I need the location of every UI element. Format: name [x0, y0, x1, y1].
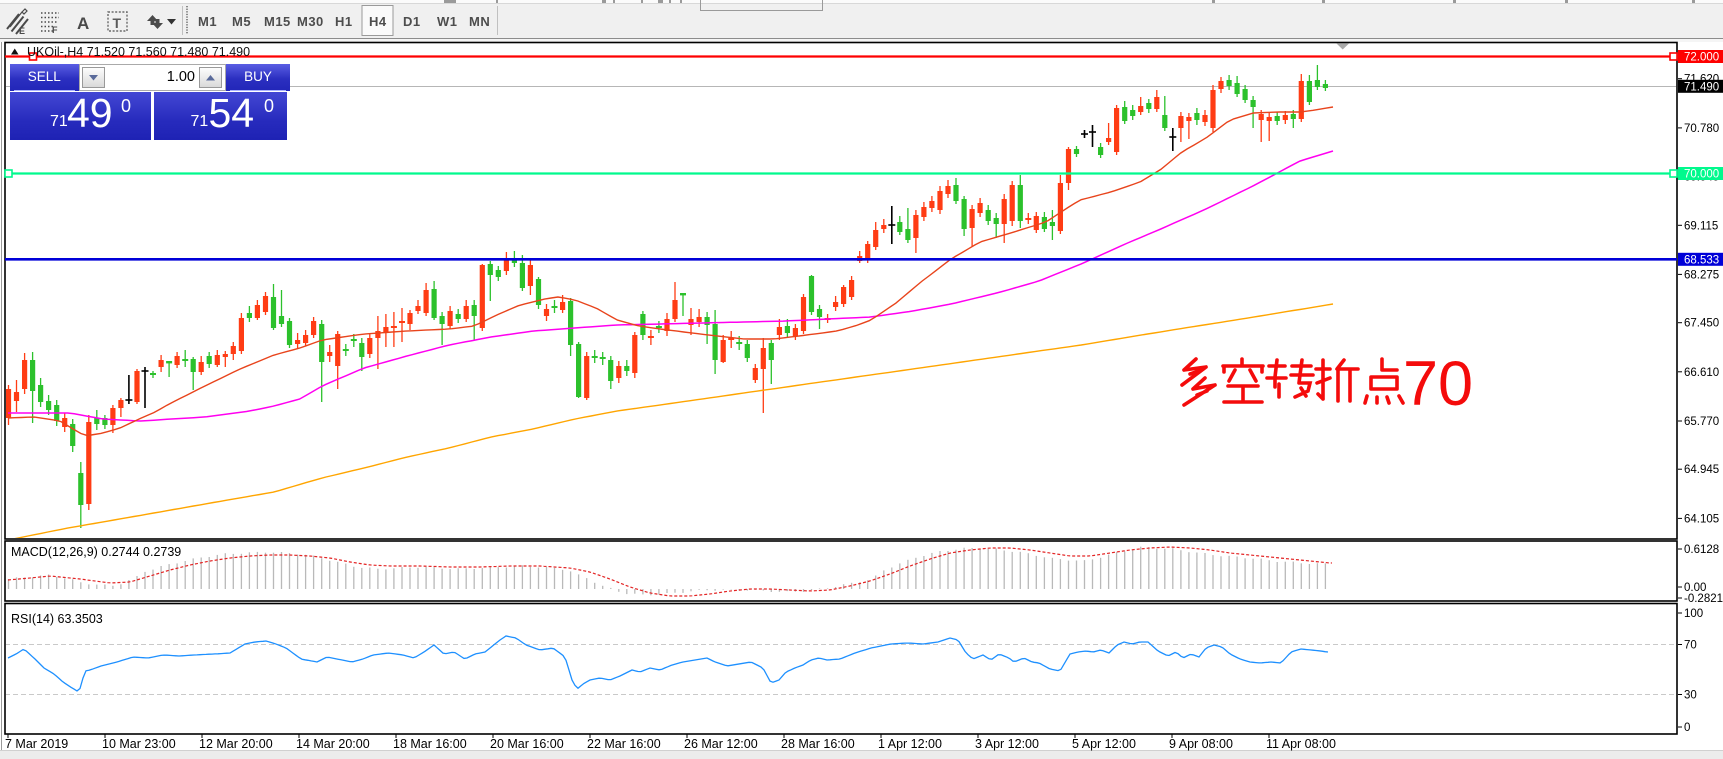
svg-text:22 Mar 16:00: 22 Mar 16:00 [587, 737, 661, 751]
svg-text:20 Mar 16:00: 20 Mar 16:00 [490, 737, 564, 751]
svg-text:69.115: 69.115 [1684, 220, 1718, 232]
svg-text:67.450: 67.450 [1684, 318, 1719, 330]
svg-text:30: 30 [1684, 690, 1697, 702]
svg-text:66.610: 66.610 [1684, 367, 1719, 379]
svg-text:14 Mar 20:00: 14 Mar 20:00 [296, 737, 370, 751]
svg-text:T: T [113, 15, 122, 31]
svg-text:28 Mar 16:00: 28 Mar 16:00 [781, 737, 855, 751]
svg-text:5 Apr 12:00: 5 Apr 12:00 [1072, 737, 1136, 751]
svg-text:72.000: 72.000 [1684, 52, 1719, 64]
svg-text:70.000: 70.000 [1684, 169, 1719, 181]
svg-text:68.275: 68.275 [1684, 269, 1719, 281]
svg-text:12 Mar 20:00: 12 Mar 20:00 [199, 737, 273, 751]
svg-text:3 Apr 12:00: 3 Apr 12:00 [975, 737, 1039, 751]
svg-text:70: 70 [1403, 349, 1473, 419]
svg-text:10 Mar 23:00: 10 Mar 23:00 [102, 737, 176, 751]
svg-text:0.00: 0.00 [1684, 582, 1706, 594]
svg-text:70: 70 [1684, 640, 1697, 652]
svg-text:68.533: 68.533 [1684, 254, 1719, 266]
svg-text:E: E [19, 26, 25, 36]
svg-text:A: A [77, 14, 89, 33]
svg-text:65.770: 65.770 [1684, 416, 1719, 428]
svg-text:0: 0 [1684, 722, 1690, 734]
svg-text:1 Apr 12:00: 1 Apr 12:00 [878, 737, 942, 751]
svg-text:64.945: 64.945 [1684, 464, 1719, 476]
svg-text:70.780: 70.780 [1684, 123, 1719, 135]
svg-text:7 Mar 2019: 7 Mar 2019 [5, 737, 68, 751]
svg-text:RSI(14) 63.3503: RSI(14) 63.3503 [11, 612, 103, 626]
svg-text:11 Apr 08:00: 11 Apr 08:00 [1266, 737, 1336, 751]
svg-text:MACD(12,26,9) 0.2744 0.2739: MACD(12,26,9) 0.2744 0.2739 [11, 545, 181, 559]
svg-text:71.490: 71.490 [1684, 81, 1719, 93]
svg-text:-0.2821: -0.2821 [1684, 593, 1723, 605]
svg-text:18 Mar 16:00: 18 Mar 16:00 [393, 737, 467, 751]
svg-text:26 Mar 12:00: 26 Mar 12:00 [684, 737, 758, 751]
svg-text:UKOil-,H4 71.520 71.560 71.48: UKOil-,H4 71.520 71.560 71.480 71.490 [27, 45, 250, 59]
svg-text:0.6128: 0.6128 [1684, 544, 1719, 556]
svg-text:100: 100 [1684, 608, 1703, 620]
svg-text:F: F [52, 25, 58, 35]
svg-text:9 Apr 08:00: 9 Apr 08:00 [1169, 737, 1233, 751]
svg-text:64.105: 64.105 [1684, 513, 1719, 525]
